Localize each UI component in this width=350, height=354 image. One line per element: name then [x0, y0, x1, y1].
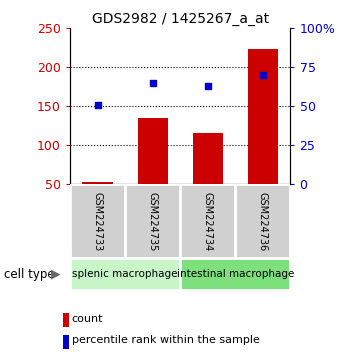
Point	[260, 72, 266, 78]
FancyBboxPatch shape	[235, 184, 290, 258]
Text: GSM224733: GSM224733	[92, 192, 103, 251]
FancyBboxPatch shape	[70, 184, 125, 258]
Text: GSM224736: GSM224736	[258, 192, 268, 251]
Bar	[248, 48, 278, 184]
Text: count: count	[72, 314, 103, 324]
Text: GSM224734: GSM224734	[203, 192, 213, 251]
Point	[205, 83, 211, 89]
Title: GDS2982 / 1425267_a_at: GDS2982 / 1425267_a_at	[92, 12, 269, 26]
Text: GSM224735: GSM224735	[148, 192, 158, 251]
Text: percentile rank within the sample: percentile rank within the sample	[72, 335, 260, 345]
Text: splenic macrophage: splenic macrophage	[72, 269, 178, 279]
FancyBboxPatch shape	[125, 184, 180, 258]
Text: ▶: ▶	[51, 268, 61, 281]
FancyBboxPatch shape	[180, 258, 290, 290]
Bar	[82, 182, 113, 184]
Bar	[193, 133, 223, 184]
FancyBboxPatch shape	[180, 184, 235, 258]
Point	[150, 80, 155, 86]
Text: cell type: cell type	[4, 268, 54, 281]
Text: intestinal macrophage: intestinal macrophage	[177, 269, 294, 279]
Bar	[138, 118, 168, 184]
FancyBboxPatch shape	[70, 258, 180, 290]
Point	[95, 102, 100, 108]
